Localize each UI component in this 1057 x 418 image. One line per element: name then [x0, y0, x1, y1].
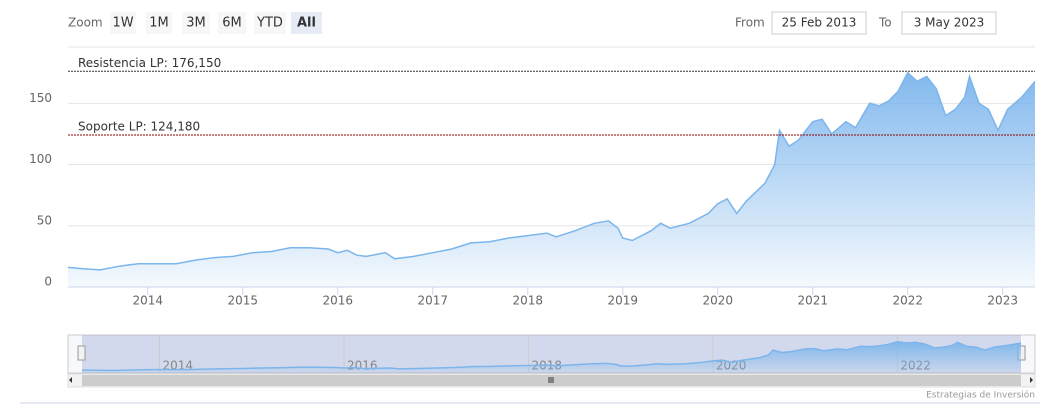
navigator-series-area [82, 341, 1021, 373]
zoom-label: Zoom [68, 16, 103, 30]
from-date[interactable]: 25 Feb 2013 [782, 16, 857, 30]
x-tick-label: 2022 [892, 294, 923, 308]
y-tick-label: 50 [37, 213, 52, 227]
zoom-button-label[interactable]: 3M [186, 16, 206, 31]
zoom-button[interactable]: 1M [146, 12, 172, 34]
zoom-button[interactable]: 6M [218, 12, 246, 34]
series-line [67, 71, 1036, 271]
credits[interactable]: Estrategias de Inversión [926, 390, 1035, 401]
zoom-button-bg[interactable] [182, 12, 210, 34]
x-tick-label: 2018 [512, 294, 543, 308]
from-label: From [735, 16, 765, 30]
zoom-button-bg[interactable] [110, 12, 136, 34]
series-area [68, 72, 1035, 287]
x-tick-label: 2017 [417, 294, 448, 308]
zoom-button[interactable]: 3M [182, 12, 210, 34]
x-tick-label: 2020 [702, 294, 733, 308]
to-input[interactable] [901, 11, 997, 35]
x-tick-label: 2016 [322, 294, 353, 308]
zoom-button-bg[interactable] [146, 12, 172, 34]
y-tick-label: 150 [29, 91, 52, 105]
zoom-button-bg[interactable] [218, 12, 246, 34]
zoom-button-label[interactable]: YTD [256, 16, 283, 31]
from-input[interactable] [771, 11, 867, 35]
y-tick-label: 100 [29, 152, 52, 166]
zoom-button[interactable]: YTD [254, 12, 286, 34]
x-tick-label: 2014 [133, 294, 164, 308]
plot-line-label: Resistencia LP: 176,150 [78, 56, 221, 70]
zoom-button[interactable]: 1W [110, 12, 136, 34]
zoom-button-bg[interactable] [291, 12, 322, 34]
navigator-series-line [81, 341, 1022, 372]
zoom-button-label[interactable]: 6M [222, 16, 242, 31]
zoom-button-label[interactable]: All [297, 16, 316, 31]
x-tick-label: 2023 [987, 294, 1018, 308]
x-tick-label: 2021 [797, 294, 828, 308]
zoom-button-label[interactable]: 1M [149, 16, 169, 31]
to-label: To [878, 16, 892, 30]
y-tick-label: 0 [44, 275, 52, 289]
x-tick-label: 2019 [607, 294, 638, 308]
scroll-grip [548, 377, 554, 383]
zoom-button-bg[interactable] [254, 12, 286, 34]
x-tick-label: 2015 [228, 294, 259, 308]
zoom-button-label[interactable]: 1W [112, 16, 133, 31]
zoom-button[interactable]: All [291, 12, 322, 34]
handle-left[interactable] [77, 345, 86, 361]
plot-line-label: Soporte LP: 124,180 [78, 119, 200, 133]
to-date[interactable]: 3 May 2023 [914, 16, 985, 30]
